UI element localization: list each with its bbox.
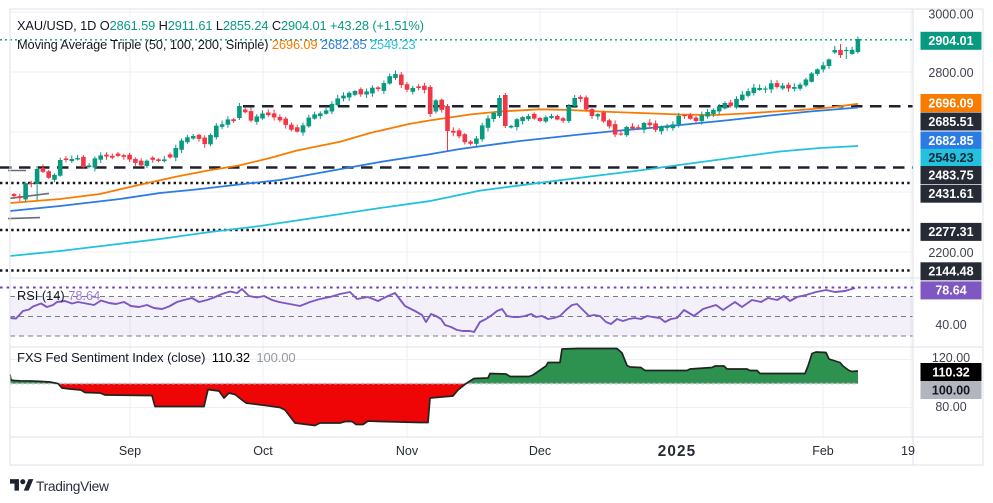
svg-text:2144.48: 2144.48 [928,265,973,279]
svg-text:RSI (14) 78.64: RSI (14) 78.64 [17,288,100,303]
svg-text:Feb: Feb [812,444,834,458]
svg-text:2685.51: 2685.51 [928,115,973,129]
svg-text:2696.09: 2696.09 [928,96,973,110]
svg-text:110.32: 110.32 [932,365,970,379]
svg-text:3000.00: 3000.00 [928,8,973,22]
svg-text:Nov: Nov [396,444,419,458]
svg-text:Sep: Sep [119,444,141,458]
svg-text:Dec: Dec [529,444,551,458]
svg-text:40.00: 40.00 [935,318,966,332]
svg-text:Oct: Oct [253,444,273,458]
svg-text:19: 19 [901,444,915,458]
svg-text:2025: 2025 [658,443,696,460]
svg-text:TradingView: TradingView [36,479,109,494]
svg-text:100.00: 100.00 [932,383,970,397]
svg-text:FXS Fed Sentiment Index (close: FXS Fed Sentiment Index (close) 110.32 1… [17,350,296,365]
svg-text:2800.00: 2800.00 [928,66,973,80]
svg-text:Moving Average Triple (50, 100: Moving Average Triple (50, 100, 200, Sim… [17,37,416,52]
svg-text:2682.85: 2682.85 [928,134,973,148]
svg-text:120.00: 120.00 [932,351,970,365]
svg-text:78.64: 78.64 [935,284,966,298]
svg-text:2431.61: 2431.61 [928,187,973,201]
svg-text:XAU/USD, 1D O2861.59 H2911.61: XAU/USD, 1D O2861.59 H2911.61 L2855.24 C… [17,18,424,33]
svg-text:2200.00: 2200.00 [928,246,973,260]
svg-text:2277.31: 2277.31 [928,225,973,239]
svg-text:2549.23: 2549.23 [928,151,973,165]
svg-text:2904.01: 2904.01 [928,34,973,48]
svg-text:2483.75: 2483.75 [928,168,973,182]
svg-text:80.00: 80.00 [935,400,966,414]
